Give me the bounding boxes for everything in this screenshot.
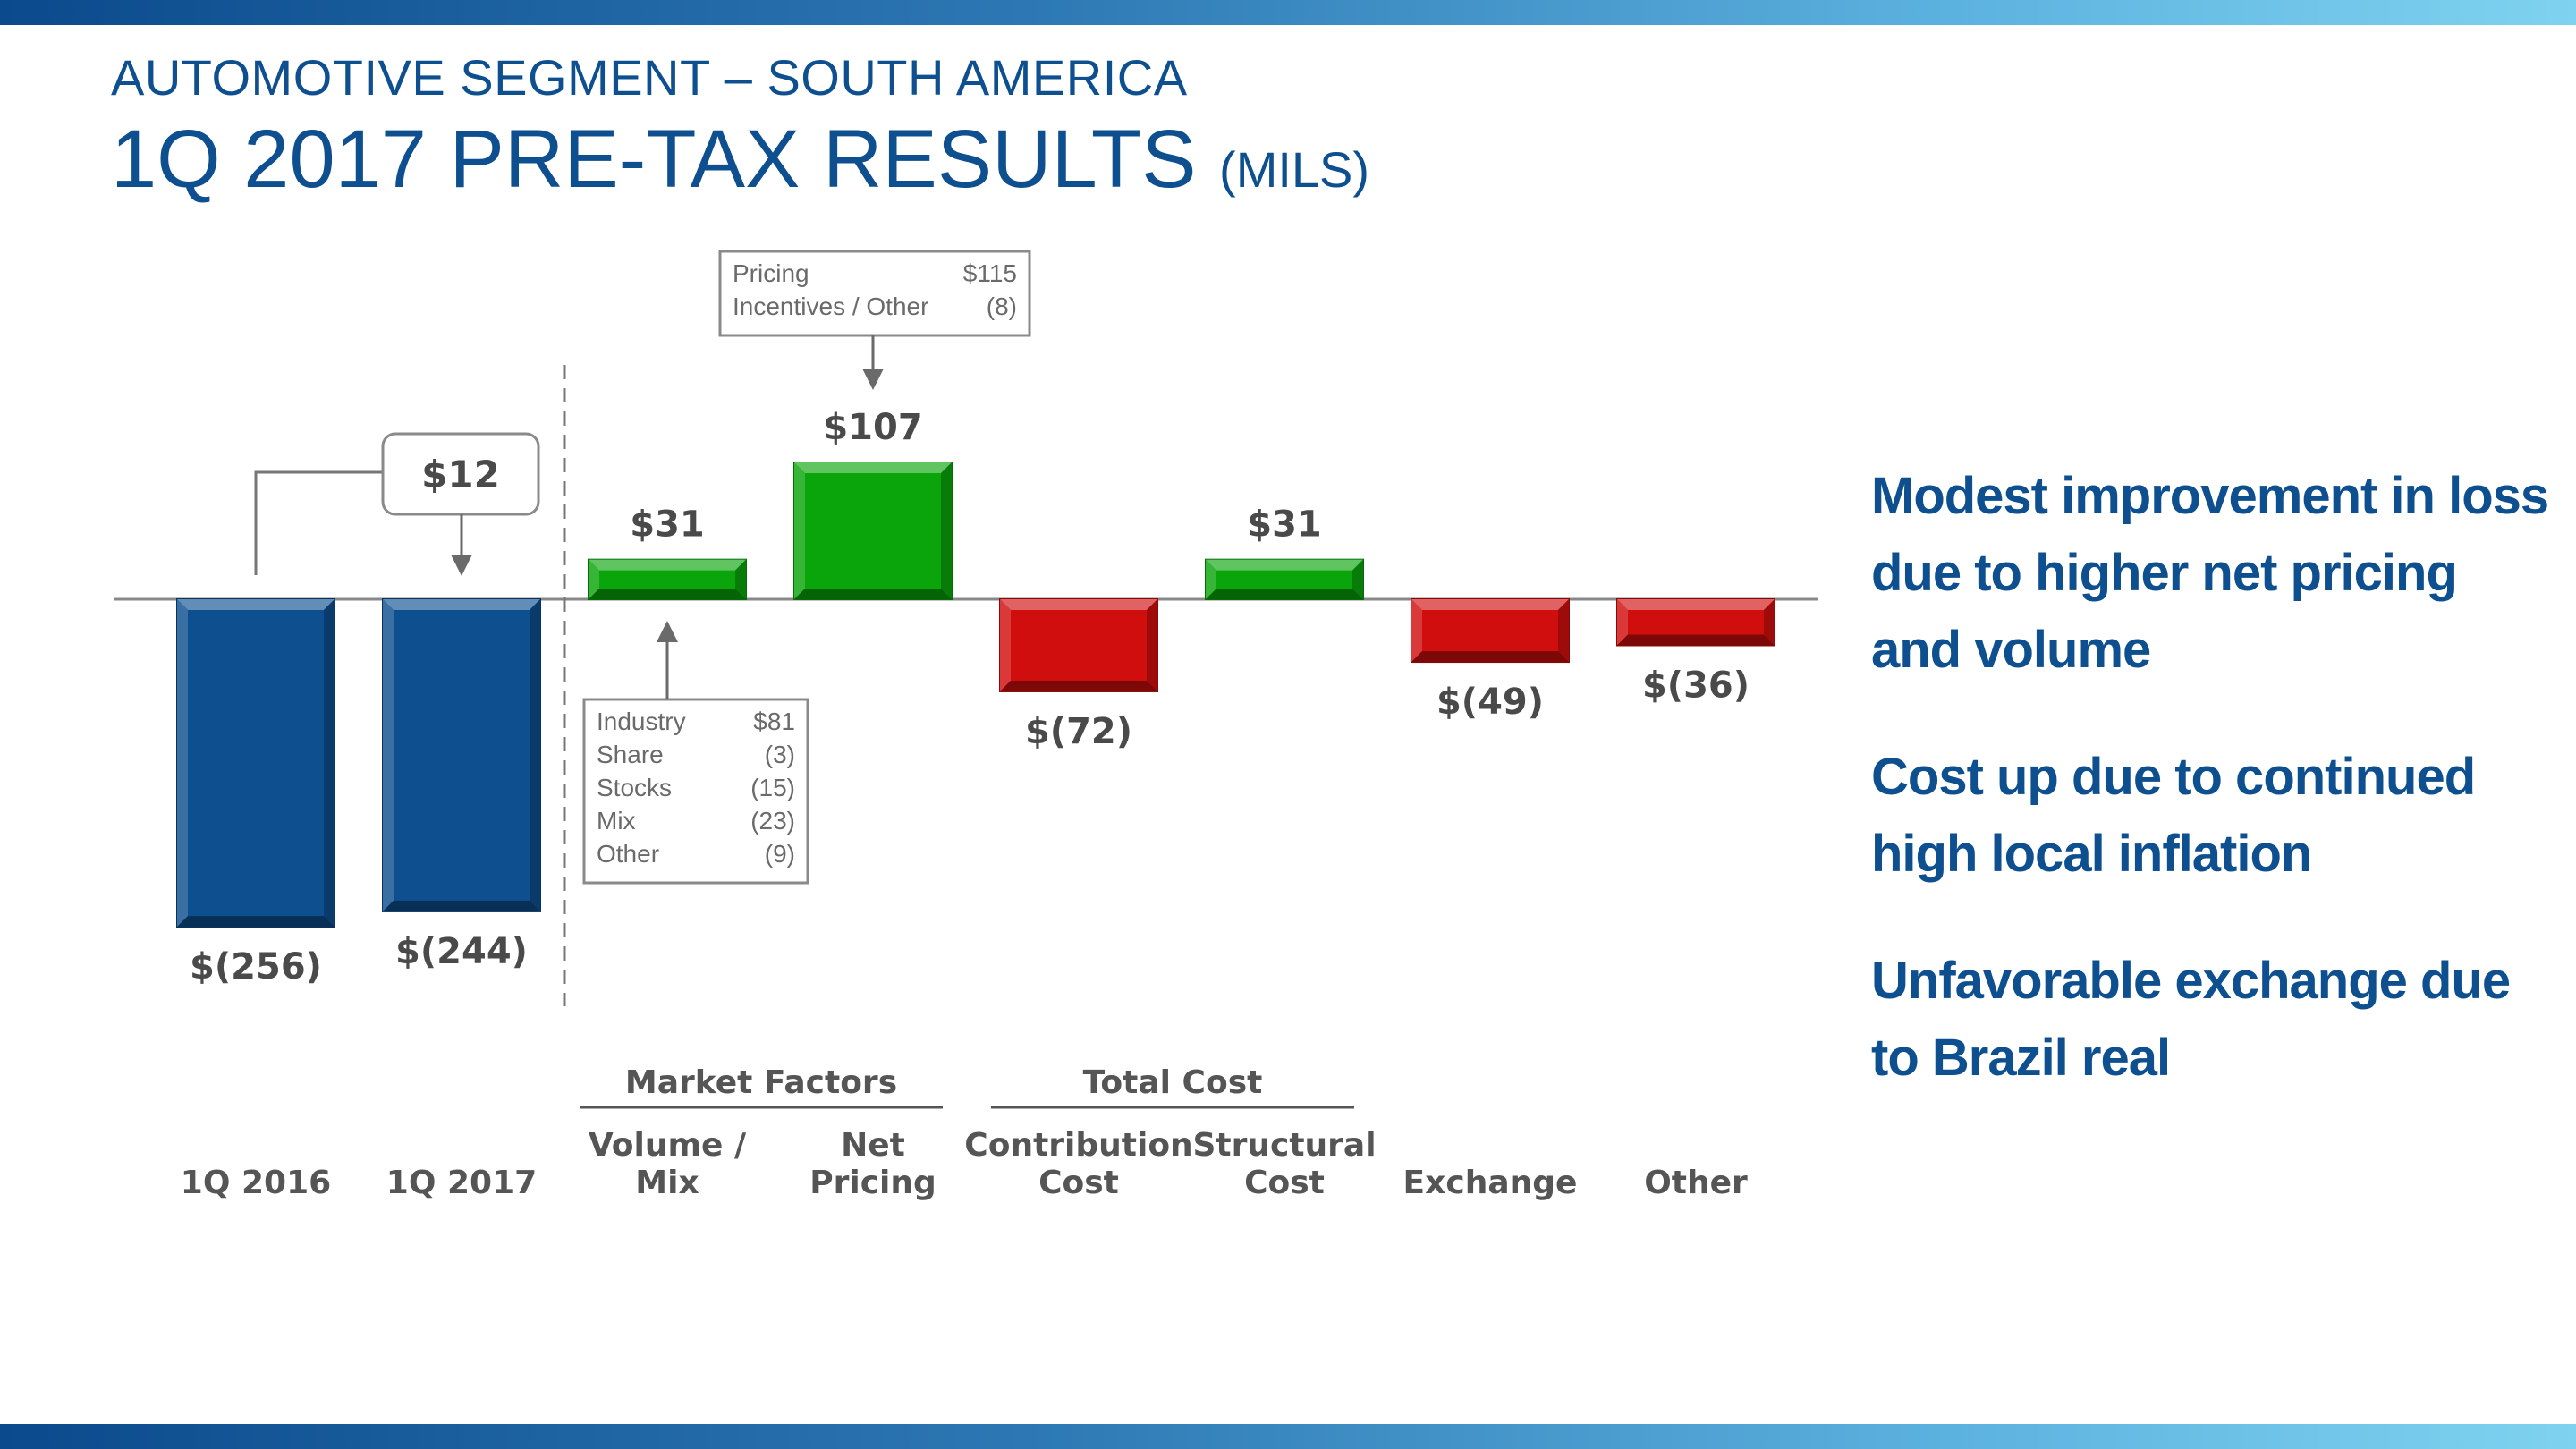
bar-bevel-right: [735, 559, 746, 599]
group-label: Total Cost: [1083, 1064, 1263, 1101]
value-label: $(72): [1025, 711, 1132, 752]
value-label: $31: [630, 504, 705, 546]
bar-bevel-top: [1617, 599, 1775, 610]
bar-contribution-cost: [999, 598, 1158, 692]
improvement-connector: [254, 470, 383, 575]
breakdown-row-value: (9): [765, 840, 795, 868]
improvement-value: $12: [421, 453, 500, 496]
group-label: Market Factors: [625, 1064, 897, 1101]
title-unit: (MILS): [1219, 141, 1370, 198]
breakdown-row-value: (15): [750, 774, 795, 801]
bar-other: [1616, 598, 1775, 647]
bar-bevel-right: [941, 462, 952, 599]
bar-body: [382, 598, 541, 912]
bar-bevel-right: [1147, 599, 1157, 691]
category-label: Pricing: [809, 1165, 936, 1201]
bar-bevel-left: [794, 462, 805, 599]
bar-bevel-bottom: [383, 900, 540, 911]
breakdown-row-label: Stocks: [597, 774, 672, 801]
bar-1q-2016: [176, 598, 335, 928]
category-label: 1Q 2017: [386, 1165, 537, 1201]
category-label: Cost: [1038, 1165, 1119, 1201]
breakdown-row-value: (23): [750, 807, 795, 835]
value-label: $31: [1247, 504, 1322, 546]
breakdown-row-value: $115: [963, 259, 1017, 287]
value-label: $(49): [1436, 682, 1544, 723]
bar-structural-cost: [1205, 558, 1364, 600]
category-label: Mix: [635, 1165, 699, 1201]
bar-bevel-bottom: [1411, 651, 1569, 663]
category-label: 1Q 2016: [181, 1165, 331, 1201]
note-item: Unfavorable exchange due to Brazil real: [1871, 952, 2511, 1087]
breakdown-row-label: Share: [597, 741, 664, 768]
page-title: 1Q 2017 PRE-TAX RESULTS (MILS): [111, 113, 1369, 207]
bar-bevel-top: [1000, 599, 1157, 610]
bar-body: [999, 598, 1158, 692]
bar-bevel-left: [1206, 559, 1216, 599]
bar-bevel-top: [177, 599, 335, 610]
breakdown-row-value: $81: [753, 708, 795, 735]
value-label: $(244): [395, 931, 528, 972]
bar-bevel-left: [1617, 599, 1628, 646]
bar-bevel-bottom: [1617, 634, 1775, 646]
category-label: Net: [841, 1127, 905, 1164]
bar-bevel-bottom: [1206, 589, 1363, 599]
bar-bevel-right: [530, 599, 540, 911]
bar-bevel-right: [324, 599, 335, 928]
bar-exchange: [1411, 598, 1570, 664]
note-item: Modest improvement in loss due to higher…: [1871, 467, 2549, 679]
bottom-gradient-band: [0, 1424, 2576, 1449]
value-label: $107: [823, 407, 922, 448]
bar-bevel-left: [383, 599, 394, 911]
category-label: Contribution: [964, 1127, 1192, 1164]
bar-bevel-bottom: [794, 589, 952, 599]
category-label: Structural: [1192, 1127, 1376, 1164]
bar-bevel-left: [177, 599, 188, 928]
breakdown-row-label: Mix: [597, 807, 636, 835]
bar-bevel-left: [1000, 599, 1011, 691]
breakdown-row-label: Industry: [597, 708, 686, 735]
bar-body: [793, 461, 953, 600]
breakdown-row-value: (3): [765, 741, 795, 768]
pricing-breakdown-box: [718, 250, 1031, 337]
bar-bevel-top: [383, 599, 540, 610]
category-label: Exchange: [1403, 1165, 1578, 1201]
breakdown-row-label: Other: [597, 840, 659, 868]
segment-supertitle: AUTOMOTIVE SEGMENT – SOUTH AMERICA: [111, 49, 1188, 106]
bar-bevel-right: [1764, 599, 1775, 646]
bar-1q-2017: [382, 598, 541, 912]
bar-bevel-right: [1558, 599, 1569, 663]
bar-bevel-top: [794, 462, 952, 473]
value-label: $(256): [190, 946, 322, 987]
bar-bevel-right: [1352, 559, 1363, 599]
page-title-text: 1Q 2017 PRE-TAX RESULTS: [111, 114, 1197, 205]
category-label: Other: [1644, 1165, 1748, 1201]
breakdown-row-label: Pricing: [733, 259, 809, 287]
bar-bevel-left: [1411, 599, 1422, 663]
volume-breakdown-box: [582, 698, 809, 885]
bar-bevel-top: [589, 559, 746, 571]
bar-body: [176, 598, 335, 928]
bar-bevel-left: [589, 559, 599, 599]
bar-bevel-bottom: [177, 916, 335, 928]
bar-volume-mix: [588, 558, 747, 600]
bar-bevel-bottom: [1000, 680, 1157, 691]
bar-bevel-top: [1411, 599, 1569, 610]
key-takeaways: Modest improvement in loss due to higher…: [1871, 458, 2551, 1147]
category-label: Cost: [1244, 1165, 1325, 1201]
category-label: Volume /: [589, 1127, 747, 1164]
breakdown-row-label: Incentives / Other: [733, 292, 928, 320]
top-gradient-band: [0, 0, 2576, 25]
bar-bevel-bottom: [589, 589, 746, 599]
bar-bevel-top: [1206, 559, 1363, 571]
value-label: $(36): [1642, 665, 1750, 706]
note-item: Cost up due to continued high local infl…: [1871, 748, 2476, 883]
bar-net-pricing: [793, 461, 953, 600]
breakdown-row-value: (8): [987, 292, 1017, 320]
